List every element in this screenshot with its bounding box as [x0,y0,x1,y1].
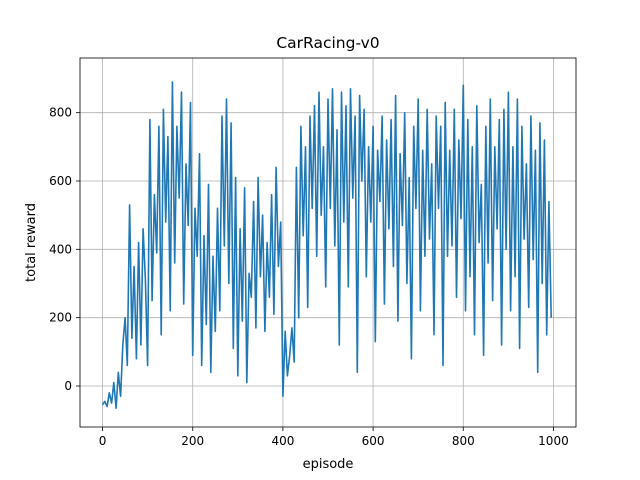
x-tick-label: 0 [99,434,107,448]
plot-frame [79,57,577,428]
y-tick-label: 400 [49,242,72,256]
series-line [101,81,552,409]
y-tick-label: 200 [49,311,72,325]
x-axis-label: episode [303,457,354,472]
x-tick-label: 1000 [538,434,569,448]
x-tick-label: 400 [271,434,294,448]
chart-title: CarRacing-v0 [276,34,379,52]
y-tick-label: 600 [49,174,72,188]
x-tick-label: 600 [362,434,385,448]
y-axis-label: total reward [24,203,39,282]
y-tick-label: 800 [49,106,72,120]
y-tick-label: 0 [64,379,72,393]
x-tick-label: 200 [181,434,204,448]
x-tick-label: 800 [452,434,475,448]
axis-ticks: 0 200 400 600 800 1000 0 200 400 600 800 [49,106,569,448]
